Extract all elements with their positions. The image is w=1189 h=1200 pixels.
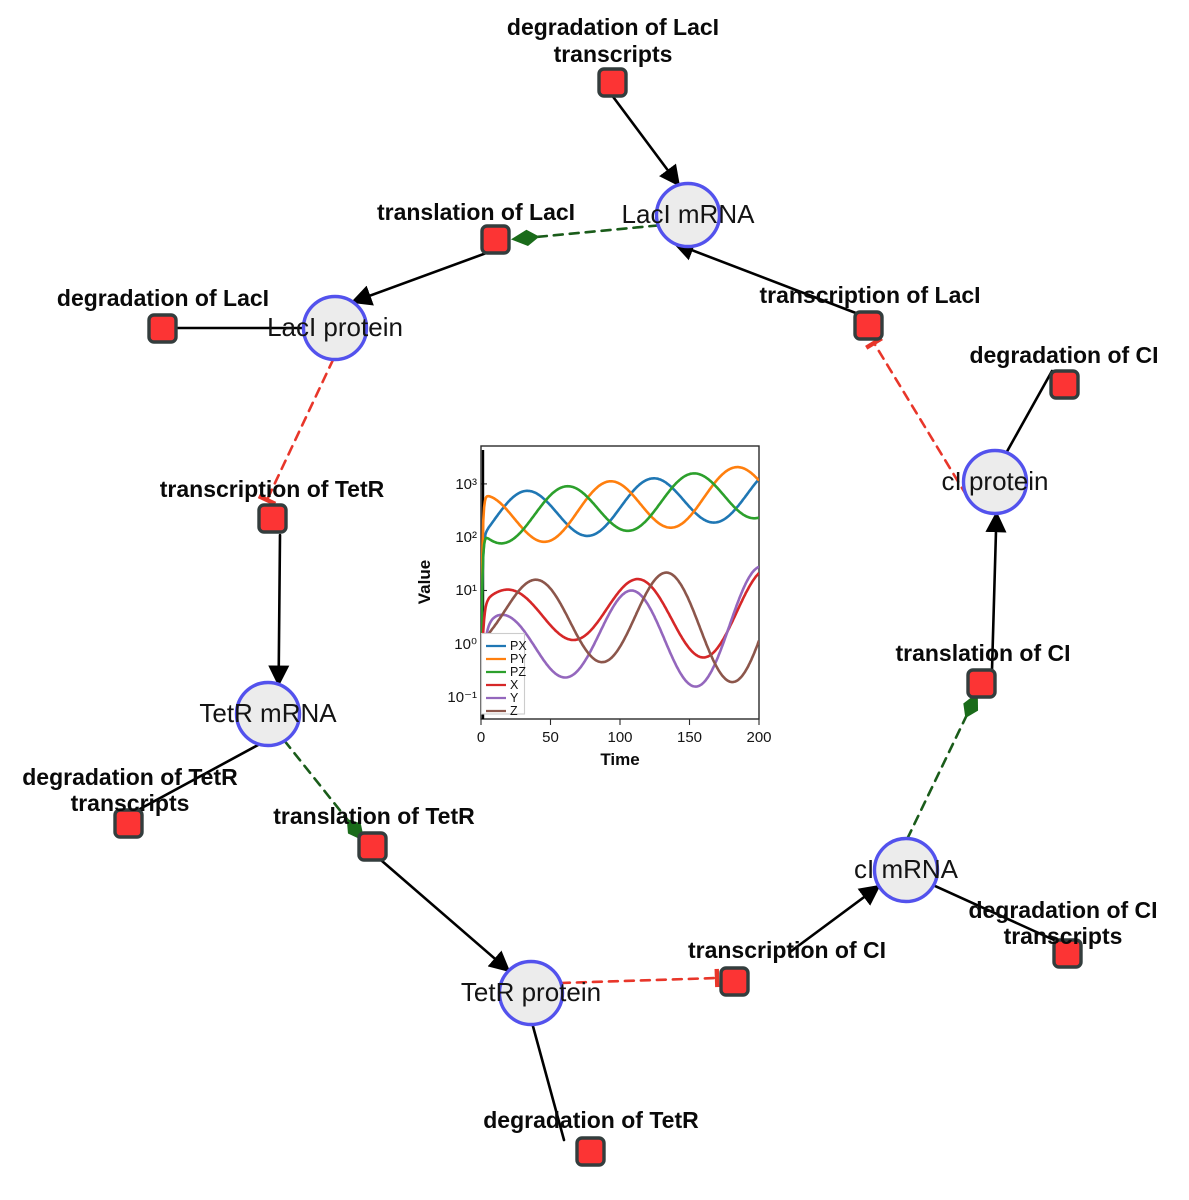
svg-text:200: 200 (746, 729, 771, 746)
svg-text:10²: 10² (455, 529, 477, 546)
svg-text:transcripts: transcripts (71, 790, 190, 816)
svg-text:transcripts: transcripts (1004, 923, 1123, 949)
svg-text:transcripts: transcripts (554, 41, 673, 67)
svg-text:degradation of TetR: degradation of TetR (22, 764, 238, 790)
svg-text:translation of CI: translation of CI (895, 640, 1070, 666)
svg-text:Time: Time (600, 750, 639, 769)
svg-text:cI protein: cI protein (942, 466, 1049, 496)
svg-text:PX: PX (510, 639, 527, 653)
svg-text:cI mRNA: cI mRNA (854, 854, 959, 884)
svg-text:TetR mRNA: TetR mRNA (199, 698, 337, 728)
svg-text:10³: 10³ (455, 476, 477, 493)
svg-text:transcription of LacI: transcription of LacI (759, 282, 980, 308)
svg-text:10⁻¹: 10⁻¹ (447, 689, 477, 706)
svg-text:PY: PY (510, 652, 527, 666)
svg-text:100: 100 (607, 729, 632, 746)
svg-text:Z: Z (510, 704, 518, 718)
svg-text:X: X (510, 678, 519, 692)
svg-text:translation of LacI: translation of LacI (377, 199, 575, 225)
svg-text:degradation of CI: degradation of CI (968, 897, 1157, 923)
svg-text:LacI protein: LacI protein (267, 312, 403, 342)
svg-text:Value: Value (415, 560, 434, 604)
svg-text:10⁰: 10⁰ (454, 636, 477, 653)
svg-text:PZ: PZ (510, 665, 526, 679)
svg-text:degradation of TetR: degradation of TetR (483, 1107, 699, 1133)
svg-text:transcription of TetR: transcription of TetR (160, 476, 385, 502)
svg-text:50: 50 (542, 729, 559, 746)
svg-text:translation of TetR: translation of TetR (273, 803, 475, 829)
svg-text:TetR protein: TetR protein (461, 977, 601, 1007)
svg-text:degradation of LacI: degradation of LacI (57, 285, 269, 311)
svg-text:0: 0 (477, 729, 485, 746)
svg-text:degradation of CI: degradation of CI (969, 342, 1158, 368)
svg-text:degradation of LacI: degradation of LacI (507, 14, 719, 40)
svg-text:transcription of CI: transcription of CI (688, 937, 886, 963)
svg-text:150: 150 (677, 729, 702, 746)
svg-text:LacI mRNA: LacI mRNA (622, 199, 756, 229)
svg-text:Y: Y (510, 691, 519, 705)
svg-text:10¹: 10¹ (455, 582, 477, 599)
